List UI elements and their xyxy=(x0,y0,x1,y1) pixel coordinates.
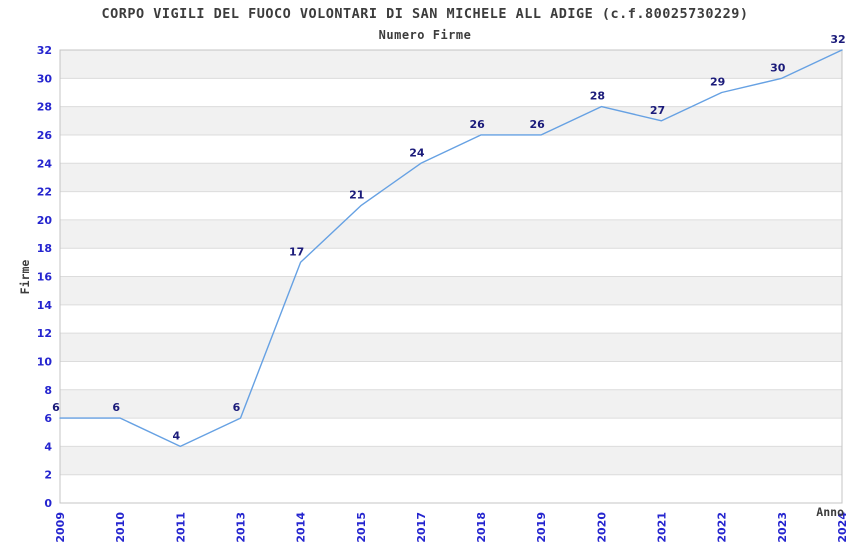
x-tick-label: 2020 xyxy=(595,512,608,543)
x-tick-label: 2023 xyxy=(776,512,789,543)
data-label: 26 xyxy=(530,118,546,131)
x-tick-label: 2013 xyxy=(234,512,247,543)
x-tick-label: 2018 xyxy=(475,512,488,543)
grid-band xyxy=(60,219,842,249)
y-tick-label: 4 xyxy=(44,440,52,453)
x-tick-label: 2021 xyxy=(656,512,669,543)
data-label: 21 xyxy=(349,189,364,202)
y-tick-label: 28 xyxy=(37,101,52,114)
grid-band xyxy=(60,78,842,107)
x-tick-label: 2024 xyxy=(836,512,849,543)
grid-band xyxy=(60,474,842,503)
grid-band xyxy=(60,50,842,79)
x-tick-label: 2011 xyxy=(174,512,187,543)
y-tick-label: 14 xyxy=(37,299,53,312)
grid-band xyxy=(60,106,842,135)
data-label: 27 xyxy=(650,104,665,117)
y-tick-label: 8 xyxy=(44,384,52,397)
chart-title: CORPO VIGILI DEL FUOCO VOLONTARI DI SAN … xyxy=(101,6,749,22)
y-tick-label: 2 xyxy=(44,469,52,482)
grid-band xyxy=(60,276,842,305)
data-label: 6 xyxy=(233,401,241,414)
x-tick-label: 2017 xyxy=(415,512,428,543)
x-tick-label: 2022 xyxy=(716,512,729,543)
grid-band xyxy=(60,446,842,475)
grid-band xyxy=(60,361,842,390)
series-line xyxy=(59,49,843,448)
y-tick-label: 10 xyxy=(37,355,53,368)
x-tick-label: 2019 xyxy=(535,512,548,543)
y-tick-label: 26 xyxy=(37,129,53,142)
data-label: 28 xyxy=(590,90,605,103)
data-label: 17 xyxy=(289,245,304,258)
data-label: 30 xyxy=(770,61,786,74)
grid-band xyxy=(60,304,842,334)
data-label: 24 xyxy=(409,146,425,159)
y-tick-label: 18 xyxy=(37,242,52,255)
x-tick-label: 2009 xyxy=(54,512,67,543)
grid-band xyxy=(60,191,842,220)
data-label: 32 xyxy=(830,33,845,46)
x-tick-label: 2010 xyxy=(114,512,127,543)
y-tick-label: 20 xyxy=(37,214,53,227)
chart-subtitle: Numero Firme xyxy=(378,28,472,42)
y-tick-label: 0 xyxy=(44,497,52,510)
grid-band xyxy=(60,333,842,362)
y-tick-label: 6 xyxy=(44,412,52,425)
x-tick-label: 2015 xyxy=(355,512,368,543)
grid-band xyxy=(60,163,842,192)
y-tick-label: 12 xyxy=(37,327,52,340)
data-label: 29 xyxy=(710,76,725,89)
grid-band xyxy=(60,248,842,277)
y-tick-label: 22 xyxy=(37,186,52,199)
y-tick-label: 16 xyxy=(37,271,53,284)
data-label: 4 xyxy=(172,429,180,442)
y-tick-label: 24 xyxy=(37,157,53,170)
data-label: 6 xyxy=(112,401,120,414)
x-axis-title: Anno xyxy=(816,505,844,519)
y-tick-label: 32 xyxy=(37,44,52,57)
data-label: 6 xyxy=(52,401,60,414)
plot-border xyxy=(59,49,843,504)
grid-band xyxy=(60,389,842,419)
data-label: 26 xyxy=(469,118,485,131)
y-tick-label: 30 xyxy=(37,72,53,85)
x-tick-label: 2014 xyxy=(295,512,308,543)
